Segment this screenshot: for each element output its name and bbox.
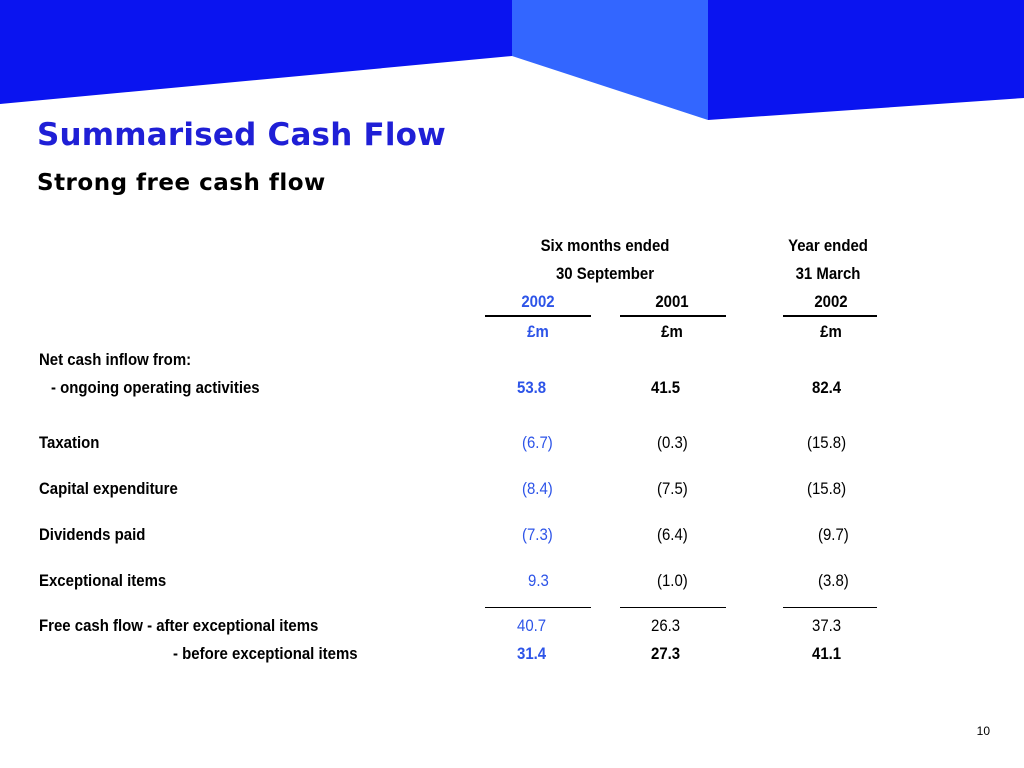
row-value-taxation-2002y: (15.8) — [807, 433, 847, 452]
row-value-fcf-before-2001h: 27.3 — [651, 644, 681, 663]
unit-header-col2: £m — [661, 322, 683, 341]
row-value-exceptional-2001h: (1.0) — [657, 571, 688, 590]
header-underline-col2 — [620, 315, 726, 317]
row-value-taxation-2002h: (6.7) — [522, 433, 553, 452]
row-value-operating-2002h: 53.8 — [517, 378, 547, 397]
header-underline-col1 — [485, 315, 591, 317]
row-label-fcf-after: Free cash flow - after exceptional items — [39, 616, 319, 635]
period2-header-line2: 31 March — [795, 264, 861, 283]
page-subtitle: Strong free cash flow — [37, 170, 326, 196]
row-label-fcf-before: - before exceptional items — [173, 644, 358, 663]
row-value-fcf-after-2002h: 40.7 — [517, 616, 547, 635]
row-value-dividends-2002h: (7.3) — [522, 525, 553, 544]
banner-left-panel — [0, 0, 512, 104]
total-rule-col3 — [783, 607, 877, 608]
row-value-capex-2002y: (15.8) — [807, 479, 847, 498]
row-value-fcf-before-2002h: 31.4 — [517, 644, 547, 663]
year-header-col2: 2001 — [655, 292, 689, 311]
section-label: Net cash inflow from: — [39, 350, 192, 369]
row-value-capex-2002h: (8.4) — [522, 479, 553, 498]
unit-header-col3: £m — [820, 322, 842, 341]
row-value-operating-2002y: 82.4 — [812, 378, 842, 397]
row-label-capex: Capital expenditure — [39, 479, 178, 498]
page-number: 10 — [976, 724, 990, 738]
year-header-col3: 2002 — [814, 292, 848, 311]
header-banner — [0, 0, 1024, 120]
banner-right-panel — [708, 0, 1024, 120]
total-rule-col2 — [620, 607, 726, 608]
row-label-operating: - ongoing operating activities — [51, 378, 260, 397]
page-title: Summarised Cash Flow — [37, 117, 447, 153]
banner-center-panel — [512, 0, 708, 120]
row-value-exceptional-2002y: (3.8) — [818, 571, 849, 590]
row-label-dividends: Dividends paid — [39, 525, 146, 544]
row-label-taxation: Taxation — [39, 433, 100, 452]
total-rule-col1 — [485, 607, 591, 608]
row-label-exceptional: Exceptional items — [39, 571, 167, 590]
row-value-operating-2001h: 41.5 — [651, 378, 681, 397]
row-value-dividends-2001h: (6.4) — [657, 525, 688, 544]
header-underline-col3 — [783, 315, 877, 317]
unit-header-col1: £m — [527, 322, 549, 341]
row-value-capex-2001h: (7.5) — [657, 479, 688, 498]
row-value-fcf-after-2001h: 26.3 — [651, 616, 681, 635]
period2-header-line1: Year ended — [788, 236, 868, 255]
row-value-exceptional-2002h: 9.3 — [528, 571, 549, 590]
year-header-col1: 2002 — [521, 292, 555, 311]
period1-header-line1: Six months ended — [540, 236, 670, 255]
period1-header-line2: 30 September — [555, 264, 655, 283]
row-value-fcf-after-2002y: 37.3 — [812, 616, 842, 635]
row-value-fcf-before-2002y: 41.1 — [812, 644, 842, 663]
row-value-dividends-2002y: (9.7) — [818, 525, 849, 544]
row-value-taxation-2001h: (0.3) — [657, 433, 688, 452]
